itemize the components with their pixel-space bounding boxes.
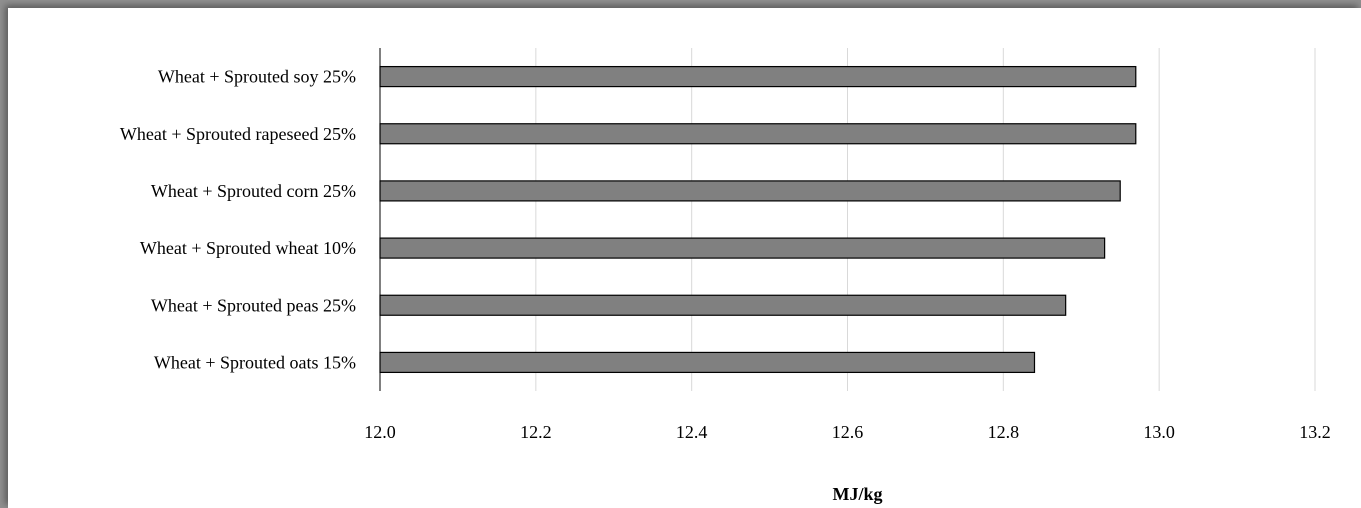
bar xyxy=(379,65,1137,88)
bar xyxy=(379,123,1137,145)
x-tick-labels: 12.0 12.2 12.4 12.6 12.8 13.0 13.2 xyxy=(364,422,1331,442)
gridlines xyxy=(535,48,1316,391)
bar xyxy=(379,294,1067,316)
bar xyxy=(379,180,1121,202)
category-label: Wheat + Sprouted wheat 10% xyxy=(140,238,356,258)
x-tick-label: 13.0 xyxy=(1143,422,1175,442)
bar xyxy=(379,237,1106,259)
x-tick-label: 12.2 xyxy=(520,422,552,442)
category-label: Wheat + Sprouted corn 25% xyxy=(151,181,356,201)
x-tick-label: 12.4 xyxy=(676,422,708,442)
x-tick-label: 13.2 xyxy=(1299,422,1331,442)
chart-frame: Wheat + Sprouted soy 25% Wheat + Sprouted… xyxy=(8,8,1361,508)
category-labels: Wheat + Sprouted soy 25% Wheat + Sprouted… xyxy=(120,67,356,373)
bar xyxy=(379,351,1036,374)
category-label: Wheat + Sprouted soy 25% xyxy=(158,67,356,87)
x-tick-label: 12.8 xyxy=(988,422,1020,442)
x-tick-label: 12.6 xyxy=(832,422,864,442)
category-label: Wheat + Sprouted peas 25% xyxy=(151,295,356,315)
x-axis-title: MJ/kg xyxy=(832,484,882,504)
category-label: Wheat + Sprouted oats 15% xyxy=(154,352,356,372)
bars xyxy=(379,65,1137,374)
category-label: Wheat + Sprouted rapeseed 25% xyxy=(120,124,356,144)
bar-chart: Wheat + Sprouted soy 25% Wheat + Sprouted… xyxy=(120,48,1331,504)
x-tick-label: 12.0 xyxy=(364,422,396,442)
